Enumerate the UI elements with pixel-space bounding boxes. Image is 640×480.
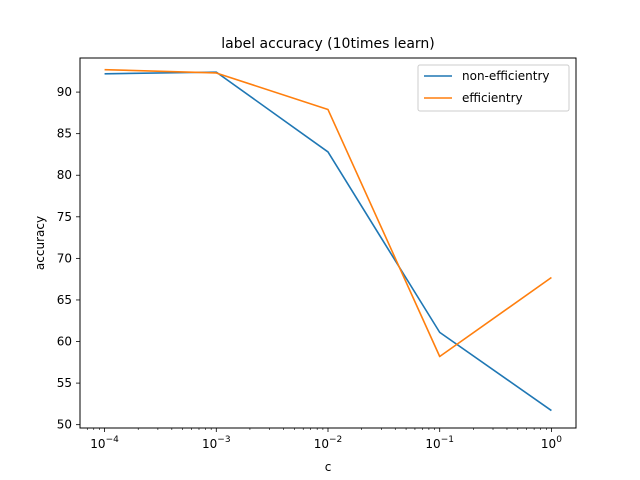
y-tick-label: 65: [57, 293, 72, 307]
legend-label: non-efficientry: [462, 69, 550, 83]
y-axis: 50 55 60 65 70 75 80 85 90: [57, 85, 80, 432]
y-tick-label: 85: [57, 127, 72, 141]
x-tick-label: 10−2: [314, 435, 343, 451]
x-axis: 10−4 10−3 10−2 10−1 100: [86, 428, 562, 451]
x-tick-label: 100: [541, 435, 562, 451]
chart-title: label accuracy (10times learn): [221, 36, 435, 52]
legend-box: [417, 64, 570, 112]
y-tick-label: 55: [57, 376, 72, 390]
legend: non-efficientry efficientry: [417, 64, 570, 112]
x-tick-label: 10−4: [90, 435, 119, 451]
y-tick-label: 70: [57, 251, 72, 265]
y-tick-label: 80: [57, 168, 72, 182]
y-tick-label: 50: [57, 418, 72, 432]
plot-area: [79, 57, 577, 429]
y-tick-label: 75: [57, 210, 72, 224]
x-tick-label: 10−1: [425, 435, 454, 451]
y-tick-label: 60: [57, 335, 72, 349]
y-axis-label: accuracy: [33, 216, 47, 270]
series-lines: [104, 68, 552, 412]
x-axis-label: c: [325, 460, 332, 474]
plot-background: [80, 58, 576, 428]
y-tick-label: 90: [57, 85, 72, 99]
series-line: [104, 68, 552, 358]
x-tick-label: 10−3: [202, 435, 231, 451]
series-line: [104, 71, 552, 412]
legend-label: efficientry: [462, 91, 523, 105]
